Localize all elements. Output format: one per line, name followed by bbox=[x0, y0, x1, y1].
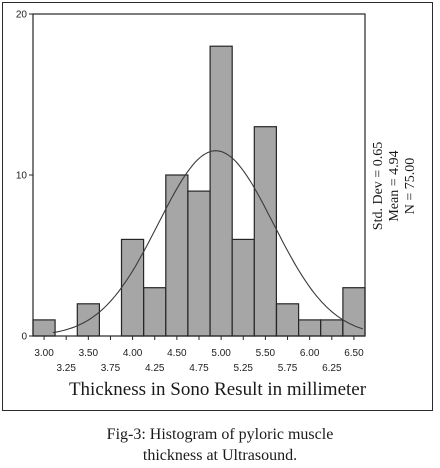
caption-line-2: thickness at Ultrasound. bbox=[142, 447, 298, 464]
x-tick-label: 5.75 bbox=[278, 363, 298, 374]
histogram-bar bbox=[209, 45, 233, 337]
y-tick-label: 0 bbox=[21, 332, 27, 343]
bars-layer bbox=[32, 45, 366, 337]
x-tick-label: 3.00 bbox=[34, 348, 54, 359]
x-tick-label: 5.25 bbox=[234, 363, 254, 374]
histogram-bar bbox=[120, 238, 145, 337]
histogram-bar bbox=[187, 190, 211, 337]
x-tick-label: 4.25 bbox=[145, 363, 165, 374]
histogram-chart: 0 10 20 3.00 3.50 4.00 4.50 5.00 5.50 6.00 6.50 3.2… bbox=[16, 10, 418, 375]
x-tick-label: 6.00 bbox=[300, 348, 320, 359]
figure-caption: Fig-3: Histogram of pyloric muscle thick… bbox=[0, 424, 440, 466]
x-tick-label: 4.00 bbox=[123, 348, 143, 359]
stats-line: Std. Dev = 0.65 bbox=[371, 142, 386, 230]
x-tick-label: 4.75 bbox=[189, 363, 209, 374]
x-tick-label: 4.50 bbox=[167, 348, 187, 359]
histogram-bar bbox=[143, 287, 167, 337]
x-tick-label: 5.50 bbox=[256, 348, 276, 359]
x-tick-label: 3.50 bbox=[79, 348, 99, 359]
x-tick-label: 5.00 bbox=[211, 348, 231, 359]
x-tick-label: 6.25 bbox=[322, 363, 342, 374]
x-axis-title: Thickness in Sono Result in millimeter bbox=[68, 379, 367, 400]
y-tick-label: 20 bbox=[16, 10, 28, 21]
histogram-bar bbox=[320, 319, 344, 337]
histogram-bar bbox=[298, 319, 322, 337]
stats-box: Std. Dev = 0.65 Mean = 4.94 N = 75.00 bbox=[371, 142, 418, 230]
stats-line: N = 75.00 bbox=[403, 158, 418, 215]
x-tick-label: 3.25 bbox=[56, 363, 76, 374]
histogram-bar bbox=[275, 303, 300, 337]
caption-line-1: Fig-3: Histogram of pyloric muscle bbox=[106, 426, 334, 443]
stats-line: Mean = 4.94 bbox=[387, 150, 402, 221]
histogram-bar bbox=[32, 319, 56, 337]
histogram-bar bbox=[231, 238, 255, 337]
normal-curve bbox=[52, 150, 363, 334]
x-tick-label: 3.75 bbox=[101, 363, 121, 374]
histogram-bar bbox=[165, 174, 189, 337]
y-tick-label: 10 bbox=[16, 171, 28, 182]
ticks-layer: 0 10 20 3.00 3.50 4.00 4.50 5.00 5.50 6.00 6.50 3.2… bbox=[16, 10, 364, 375]
x-tick-label: 6.50 bbox=[344, 348, 364, 359]
histogram-bar bbox=[253, 126, 278, 337]
